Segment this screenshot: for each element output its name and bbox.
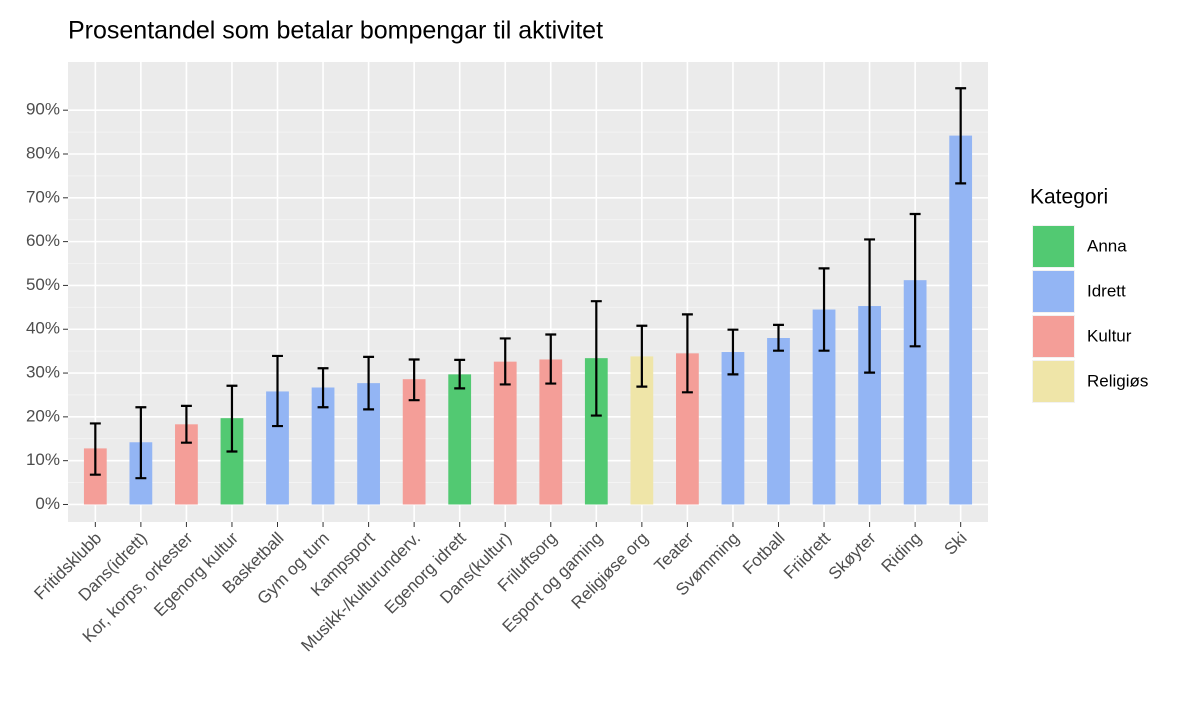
error-bar xyxy=(408,358,420,402)
bar xyxy=(903,280,927,505)
x-tick-label: Friidrett xyxy=(780,528,834,582)
bar xyxy=(630,356,654,505)
legend-swatch xyxy=(1033,226,1074,267)
bar xyxy=(311,387,335,505)
bar xyxy=(767,338,790,505)
legend-label: Idrett xyxy=(1087,281,1126,300)
legend-swatch xyxy=(1033,316,1074,357)
error-bar xyxy=(818,267,830,352)
error-bar xyxy=(180,404,192,444)
legend-swatch xyxy=(1033,361,1074,402)
panel xyxy=(68,62,988,522)
legend-label: Kultur xyxy=(1087,326,1132,345)
y-tick-label: 10% xyxy=(26,450,60,469)
error-bar xyxy=(773,323,784,352)
y-tick-label: 20% xyxy=(26,406,60,425)
chart-title: Prosentandel som betalar bompengar til a… xyxy=(68,17,603,45)
error-bar xyxy=(864,238,876,374)
bar xyxy=(858,306,881,505)
error-bar xyxy=(135,406,147,480)
bar xyxy=(812,309,836,505)
legend-label: Anna xyxy=(1087,236,1127,255)
error-bar xyxy=(226,384,238,453)
bar xyxy=(448,374,472,505)
error-bar xyxy=(590,300,602,417)
bar xyxy=(175,424,198,505)
bar xyxy=(357,383,380,505)
error-bar xyxy=(681,313,693,394)
error-bar xyxy=(363,355,375,411)
bar xyxy=(539,359,563,505)
y-tick-label: 60% xyxy=(26,231,60,250)
legend-label: Religiøs xyxy=(1087,371,1148,390)
bar xyxy=(402,379,426,505)
bar xyxy=(949,135,973,505)
bar xyxy=(676,353,699,505)
bar xyxy=(493,361,517,505)
y-tick-label: 0% xyxy=(35,494,60,513)
error-bar xyxy=(909,212,921,348)
bar xyxy=(83,448,107,505)
error-bar xyxy=(317,367,329,409)
error-bar xyxy=(636,324,648,388)
y-tick-label: 40% xyxy=(26,319,60,338)
bar xyxy=(584,358,608,505)
y-tick-label: 80% xyxy=(26,143,60,162)
legend-swatch xyxy=(1033,271,1074,312)
x-tick-label: Skøyter xyxy=(825,528,880,583)
y-tick-label: 90% xyxy=(26,100,60,119)
legend-title: Kategori xyxy=(1030,186,1108,209)
y-tick-label: 70% xyxy=(26,187,60,206)
y-tick-label: 50% xyxy=(26,275,60,294)
error-bar xyxy=(89,422,101,476)
bar xyxy=(266,391,289,505)
error-bar xyxy=(545,333,557,385)
bar xyxy=(220,418,244,505)
error-bar xyxy=(727,328,739,376)
y-tick-label: 30% xyxy=(26,363,60,382)
bar xyxy=(721,352,745,505)
error-bar xyxy=(955,87,967,185)
error-bar xyxy=(272,354,283,428)
x-tick-label: Riding xyxy=(878,529,926,577)
x-tick-label: Ski xyxy=(941,529,971,559)
error-bar xyxy=(499,337,511,386)
error-bar xyxy=(454,358,466,390)
